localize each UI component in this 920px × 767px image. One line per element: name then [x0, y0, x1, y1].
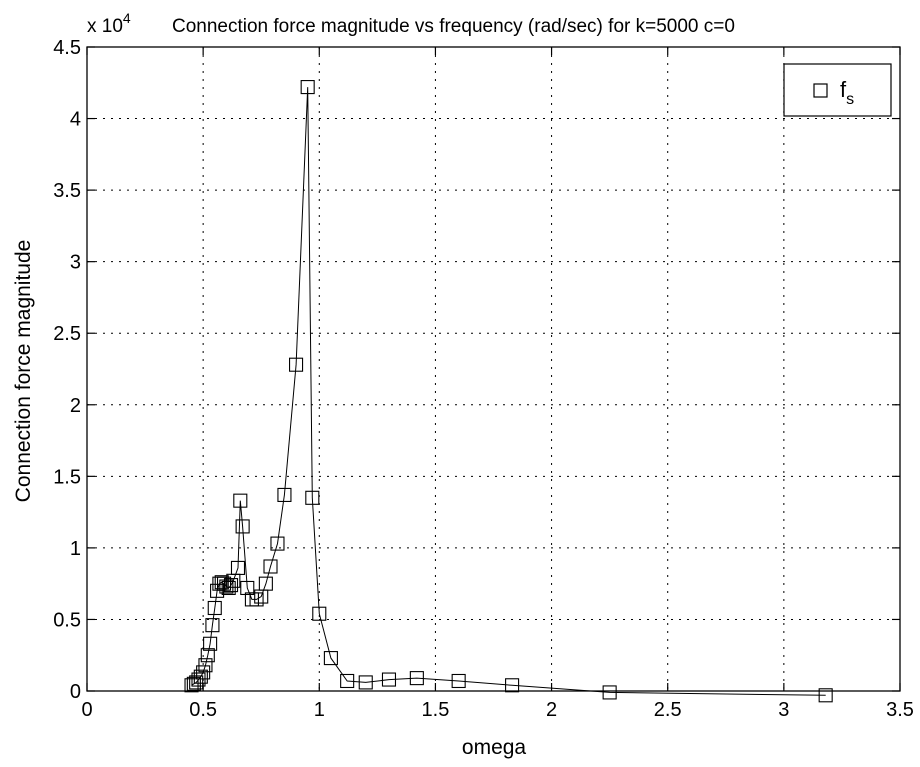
data-point — [505, 678, 520, 693]
data-point — [207, 600, 222, 616]
data-point — [191, 672, 206, 687]
data-point — [240, 580, 255, 596]
data-point — [221, 580, 236, 596]
x-tick-label: 0 — [81, 699, 92, 721]
y-tick-label: 2.5 — [53, 323, 81, 345]
data-point — [323, 651, 338, 666]
x-tick-label: 2.5 — [654, 699, 682, 721]
legend-entry: fs — [840, 77, 854, 108]
y-tick-label: 4 — [70, 109, 81, 131]
data-point — [270, 536, 285, 551]
data-point — [193, 669, 208, 684]
grid — [87, 47, 900, 691]
data-point — [230, 560, 246, 575]
legend: fs — [783, 63, 892, 117]
data-point — [340, 673, 355, 689]
y-tick-label: 0.5 — [53, 609, 81, 631]
data-point — [263, 559, 278, 574]
data-point — [312, 606, 327, 621]
data-point — [249, 592, 264, 607]
x-tick-label: 3.5 — [886, 699, 914, 721]
ticks: 0 0.5 1 1.5 2 2.5 3 3.5 0 0.5 1 1.5 2 2.5 3 3.5 4 4.5 — [53, 37, 914, 721]
data-point — [602, 685, 617, 700]
data-point — [300, 80, 315, 95]
y-tick-label: 3 — [70, 252, 81, 274]
data-point — [258, 576, 273, 591]
data-point — [198, 658, 213, 673]
data-point — [196, 665, 211, 680]
data-point — [358, 675, 373, 690]
x-axis-label: omega — [462, 736, 527, 759]
series-layer — [184, 80, 833, 703]
legend-box — [783, 63, 892, 117]
chart-title: Connection force magnitude vs frequency … — [172, 16, 735, 37]
y-tick-label: 0 — [70, 681, 81, 703]
y-tick-label: 1 — [70, 538, 81, 560]
axes-frame — [86, 46, 901, 692]
data-point — [203, 636, 218, 651]
x-tick-label: 1.5 — [422, 699, 450, 721]
data-point — [305, 490, 320, 505]
y-tick-label: 1.5 — [53, 466, 81, 488]
y-axis-label: Connection force magnitude — [12, 240, 35, 503]
data-point — [235, 519, 250, 534]
series-line — [191, 87, 826, 696]
data-point — [409, 671, 424, 686]
y-tick-label: 4.5 — [53, 37, 81, 59]
data-point — [451, 673, 466, 689]
y-tick-label: 2 — [70, 395, 81, 417]
data-point — [381, 672, 397, 687]
data-point — [223, 578, 239, 593]
legend-marker — [813, 83, 828, 98]
data-point — [277, 487, 292, 502]
x-tick-label: 3 — [778, 699, 789, 721]
data-point — [200, 648, 215, 663]
x-tick-label: 1 — [314, 699, 325, 721]
data-point — [289, 357, 304, 372]
y-tick-label: 3.5 — [53, 180, 81, 202]
data-point — [205, 618, 220, 633]
data-point — [233, 493, 248, 508]
x-tick-label: 2 — [546, 699, 557, 721]
y-scale-note: x 104 — [87, 10, 131, 37]
data-point — [818, 688, 833, 703]
x-tick-label: 0.5 — [189, 699, 217, 721]
